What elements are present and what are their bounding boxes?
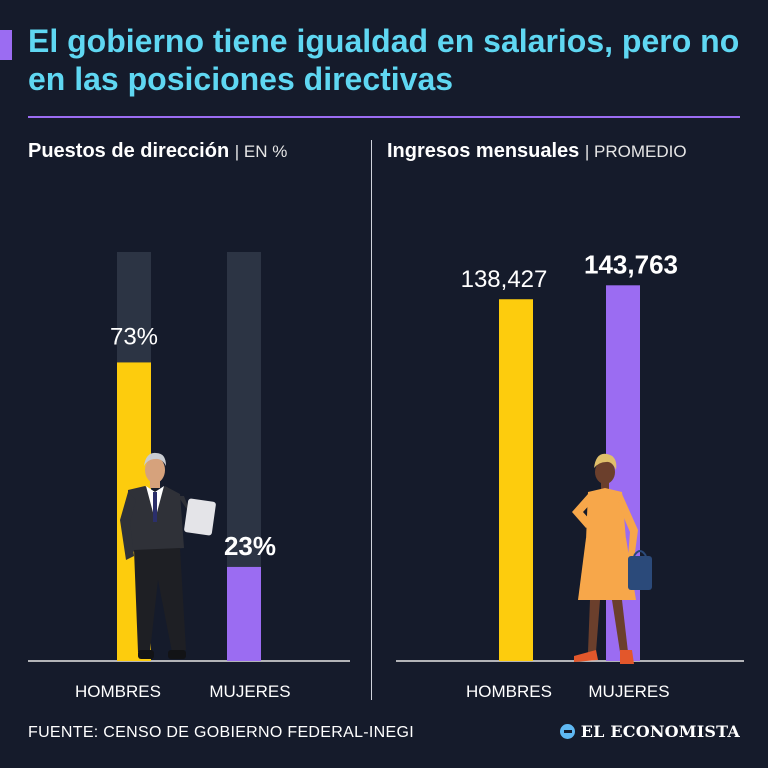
left-panel-unit: | EN % (234, 142, 288, 161)
category-label-mujeres-right: MUJERES (588, 682, 669, 701)
category-label-mujeres-left: MUJERES (209, 682, 290, 701)
brand-name: EL ECONOMISTA (580, 722, 740, 741)
right-panel-title: Ingresos mensuales (387, 140, 580, 162)
title-accent-square (0, 30, 12, 60)
page-title: El gobierno tiene igualdad en salarios, … (28, 23, 740, 97)
right-panel-unit: | PROMEDIO (584, 142, 687, 161)
right-chart: 138,427 143,763 HOMBRES MUJERES (396, 249, 744, 701)
value-label-mujeres-ingresos: 143,763 (584, 249, 678, 279)
value-label-mujeres-puestos: 23% (224, 531, 276, 561)
value-label-hombres-ingresos: 138,427 (461, 266, 548, 293)
right-panel-heading: Ingresos mensuales | PROMEDIO (387, 140, 687, 163)
brand-mark-icon (559, 724, 575, 739)
man-illustration (120, 452, 216, 659)
woman-illustration (572, 453, 652, 664)
value-label-hombres-puestos: 73% (110, 323, 158, 350)
left-panel-heading: Puestos de dirección | EN % (28, 140, 287, 163)
brand-logo: EL ECONOMISTA (559, 722, 740, 741)
left-panel-title: Puestos de dirección (28, 140, 230, 162)
title-underline (28, 116, 740, 118)
bar-hombres-ingresos (499, 299, 533, 661)
category-label-hombres-left: HOMBRES (75, 682, 161, 701)
left-chart: 73% 23% HOMBRES MUJERES (28, 252, 350, 701)
category-label-hombres-right: HOMBRES (466, 682, 552, 701)
source-note: FUENTE: CENSO DE GOBIERNO FEDERAL-INEGI (28, 724, 414, 741)
panel-divider (371, 140, 372, 700)
bar-mujeres-puestos (227, 566, 261, 661)
